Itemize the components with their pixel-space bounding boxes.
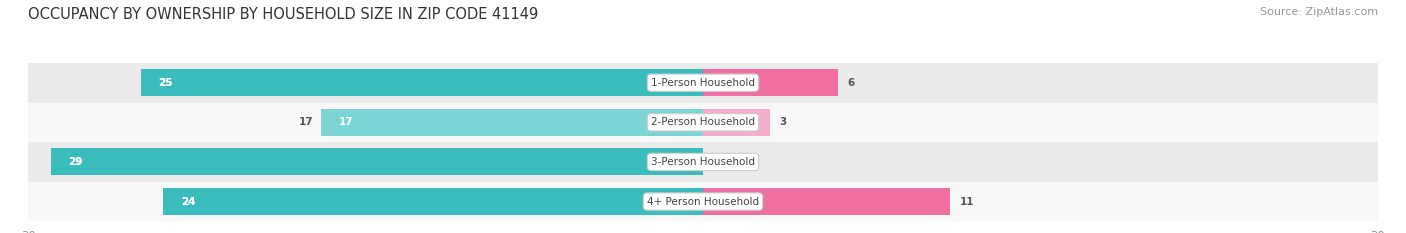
- Text: 3-Person Household: 3-Person Household: [651, 157, 755, 167]
- Text: 29: 29: [69, 157, 83, 167]
- Text: 17: 17: [299, 117, 314, 127]
- Bar: [703, 109, 770, 136]
- Bar: [28, 63, 1378, 103]
- Text: 2-Person Household: 2-Person Household: [651, 117, 755, 127]
- Bar: [703, 69, 838, 96]
- Text: 11: 11: [959, 197, 974, 206]
- Bar: [703, 188, 950, 215]
- Text: 4+ Person Household: 4+ Person Household: [647, 197, 759, 206]
- Text: 0: 0: [711, 157, 720, 167]
- Text: 24: 24: [181, 197, 195, 206]
- Text: 24: 24: [181, 197, 195, 206]
- Bar: [141, 69, 703, 96]
- Bar: [28, 142, 1378, 182]
- Bar: [163, 188, 703, 215]
- Bar: [28, 103, 1378, 142]
- Text: 6: 6: [846, 78, 855, 88]
- Text: 1-Person Household: 1-Person Household: [651, 78, 755, 88]
- Text: 17: 17: [339, 117, 353, 127]
- Text: 25: 25: [159, 78, 173, 88]
- Text: OCCUPANCY BY OWNERSHIP BY HOUSEHOLD SIZE IN ZIP CODE 41149: OCCUPANCY BY OWNERSHIP BY HOUSEHOLD SIZE…: [28, 7, 538, 22]
- Bar: [51, 148, 703, 175]
- Bar: [28, 182, 1378, 221]
- Text: 25: 25: [159, 78, 173, 88]
- Text: 29: 29: [69, 157, 83, 167]
- Text: Source: ZipAtlas.com: Source: ZipAtlas.com: [1260, 7, 1378, 17]
- Text: 3: 3: [779, 117, 787, 127]
- Bar: [321, 109, 703, 136]
